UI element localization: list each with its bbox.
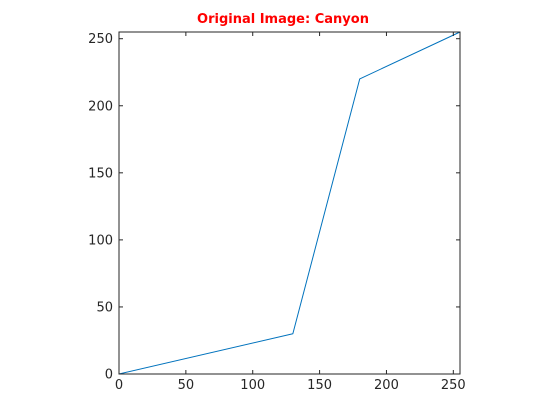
x-tick-label: 50 [178,378,195,393]
y-tick-label: 150 [88,166,113,181]
x-tick-label: 100 [240,378,265,393]
x-tick-label: 0 [115,378,123,393]
axes-box [118,31,461,375]
y-tick-label: 200 [88,99,113,114]
y-tick-label: 250 [88,32,113,47]
x-tick-label: 250 [441,378,466,393]
chart-title: Original Image: Canyon [197,12,369,27]
plot-area: 0 50 100 150 200 250 0 50 100 150 200 250 [88,31,466,393]
x-tick-label: 200 [374,378,399,393]
y-tick-label: 0 [105,368,113,383]
x-tick-label: 150 [307,378,332,393]
y-tick-label: 50 [96,300,113,315]
y-tick-label: 100 [88,233,113,248]
data-line [118,31,461,375]
